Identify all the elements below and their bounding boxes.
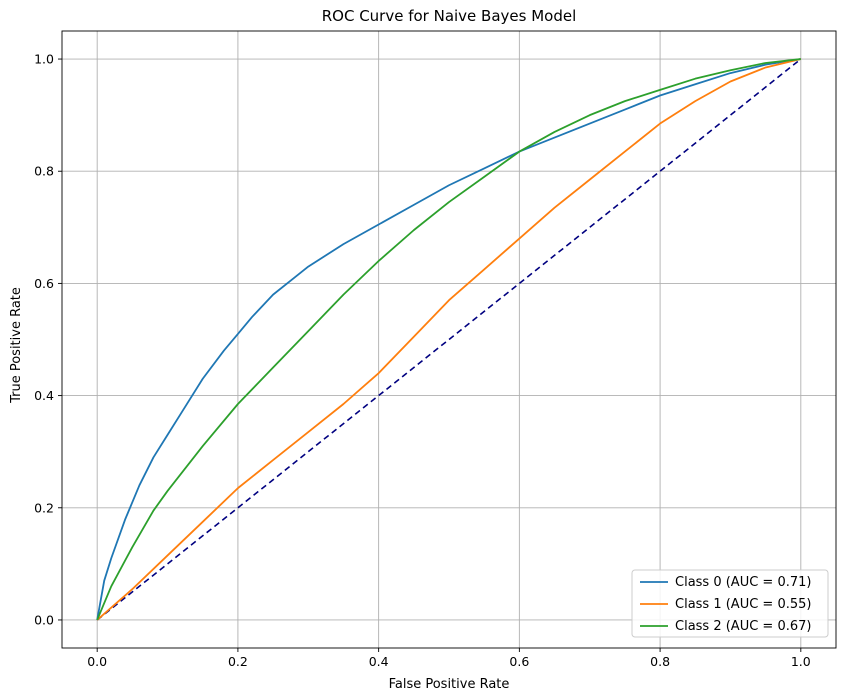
x-ticks: 0.0 0.2 0.4 0.6 0.8 1.0	[87, 648, 811, 669]
series-line-class-1	[96, 58, 802, 621]
chart-title: ROC Curve for Naive Bayes Model	[322, 7, 577, 25]
y-tick-label: 0.6	[34, 276, 54, 291]
y-tick-label: 0.8	[34, 164, 54, 179]
series-line-class-2	[96, 58, 801, 621]
y-tick-label: 0.0	[34, 612, 54, 627]
x-tick-label: 0.0	[87, 654, 107, 669]
series-line-class-0	[96, 58, 801, 621]
x-tick-label: 0.6	[509, 654, 529, 669]
legend: Class 0 (AUC = 0.71) Class 1 (AUC = 0.55…	[631, 569, 829, 638]
x-tick-label: 0.4	[369, 654, 389, 669]
y-tick-label: 0.2	[34, 500, 54, 515]
y-ticks: 0.0 0.2 0.4 0.6 0.8 1.0	[34, 52, 62, 627]
x-tick-label: 0.2	[228, 654, 248, 669]
legend-box	[631, 569, 829, 638]
series-layer	[96, 58, 802, 621]
plot-frame	[61, 30, 837, 649]
legend-label-class-1: Class 1 (AUC = 0.55)	[675, 597, 811, 612]
x-axis-title: False Positive Rate	[389, 677, 510, 692]
x-tick-label: 0.8	[650, 654, 670, 669]
y-tick-label: 1.0	[34, 52, 54, 67]
x-tick-label: 1.0	[791, 654, 811, 669]
legend-label-class-0: Class 0 (AUC = 0.71)	[675, 575, 811, 590]
legend-label-class-2: Class 2 (AUC = 0.67)	[675, 619, 811, 634]
y-tick-label: 0.4	[34, 388, 54, 403]
grid	[62, 31, 836, 648]
y-axis-title: True Positive Rate	[9, 287, 24, 404]
